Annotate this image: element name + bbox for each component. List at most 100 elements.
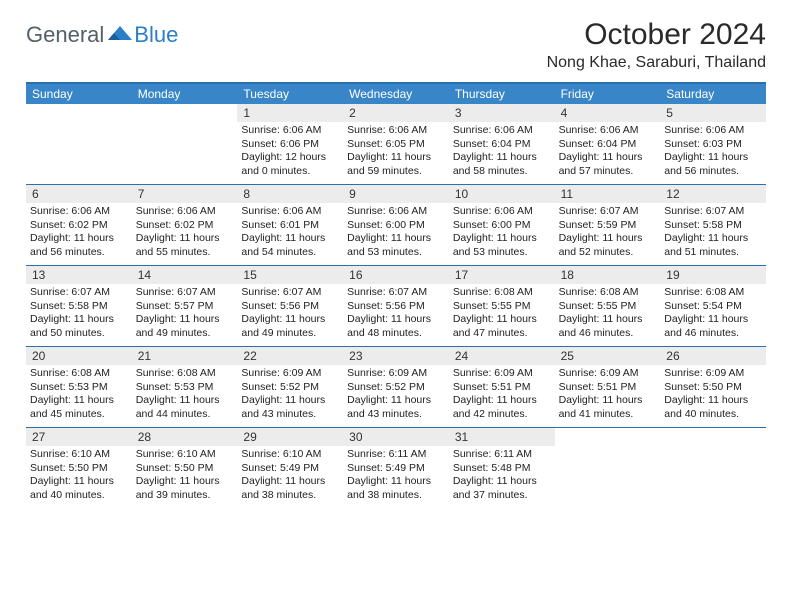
day-details: Sunrise: 6:06 AMSunset: 6:00 PMDaylight:… (449, 203, 555, 264)
day-number: 31 (449, 428, 555, 446)
sunrise-text: Sunrise: 6:09 AM (664, 367, 762, 381)
day-details: Sunrise: 6:09 AMSunset: 5:51 PMDaylight:… (449, 365, 555, 426)
sunset-text: Sunset: 5:50 PM (136, 462, 234, 476)
day-cell: 17Sunrise: 6:08 AMSunset: 5:55 PMDayligh… (449, 266, 555, 346)
sunset-text: Sunset: 5:55 PM (453, 300, 551, 314)
daylight-text: Daylight: 11 hours and 39 minutes. (136, 475, 234, 502)
sunrise-text: Sunrise: 6:06 AM (453, 124, 551, 138)
sunset-text: Sunset: 6:04 PM (559, 138, 657, 152)
sunset-text: Sunset: 5:56 PM (347, 300, 445, 314)
day-details: Sunrise: 6:07 AMSunset: 5:56 PMDaylight:… (343, 284, 449, 345)
sunset-text: Sunset: 5:50 PM (30, 462, 128, 476)
day-cell (555, 428, 661, 508)
sunset-text: Sunset: 5:52 PM (347, 381, 445, 395)
day-number: 18 (555, 266, 661, 284)
day-number: 21 (132, 347, 238, 365)
day-cell: 11Sunrise: 6:07 AMSunset: 5:59 PMDayligh… (555, 185, 661, 265)
daylight-text: Daylight: 11 hours and 50 minutes. (30, 313, 128, 340)
week-row: 6Sunrise: 6:06 AMSunset: 6:02 PMDaylight… (26, 184, 766, 265)
day-number: 30 (343, 428, 449, 446)
sunrise-text: Sunrise: 6:06 AM (241, 124, 339, 138)
day-details: Sunrise: 6:08 AMSunset: 5:53 PMDaylight:… (132, 365, 238, 426)
sunset-text: Sunset: 5:58 PM (30, 300, 128, 314)
sunset-text: Sunset: 5:58 PM (664, 219, 762, 233)
location-subtitle: Nong Khae, Saraburi, Thailand (547, 54, 766, 72)
sunrise-text: Sunrise: 6:08 AM (136, 367, 234, 381)
daylight-text: Daylight: 11 hours and 44 minutes. (136, 394, 234, 421)
sunset-text: Sunset: 5:59 PM (559, 219, 657, 233)
sunrise-text: Sunrise: 6:07 AM (664, 205, 762, 219)
day-number: 12 (660, 185, 766, 203)
sunrise-text: Sunrise: 6:06 AM (347, 124, 445, 138)
day-number: 22 (237, 347, 343, 365)
day-number: 2 (343, 104, 449, 122)
day-details: Sunrise: 6:08 AMSunset: 5:55 PMDaylight:… (449, 284, 555, 345)
day-details: Sunrise: 6:08 AMSunset: 5:55 PMDaylight:… (555, 284, 661, 345)
day-number: 20 (26, 347, 132, 365)
weekday-header: Saturday (660, 84, 766, 104)
day-number: 10 (449, 185, 555, 203)
day-details: Sunrise: 6:06 AMSunset: 6:06 PMDaylight:… (237, 122, 343, 183)
day-details: Sunrise: 6:06 AMSunset: 6:02 PMDaylight:… (26, 203, 132, 264)
sunrise-text: Sunrise: 6:07 AM (136, 286, 234, 300)
sunset-text: Sunset: 5:53 PM (30, 381, 128, 395)
week-row: 20Sunrise: 6:08 AMSunset: 5:53 PMDayligh… (26, 346, 766, 427)
daylight-text: Daylight: 11 hours and 58 minutes. (453, 151, 551, 178)
daylight-text: Daylight: 11 hours and 59 minutes. (347, 151, 445, 178)
day-details: Sunrise: 6:09 AMSunset: 5:51 PMDaylight:… (555, 365, 661, 426)
day-number: 25 (555, 347, 661, 365)
daylight-text: Daylight: 11 hours and 57 minutes. (559, 151, 657, 178)
brand-blue: Blue (134, 22, 178, 48)
sunset-text: Sunset: 6:05 PM (347, 138, 445, 152)
daylight-text: Daylight: 11 hours and 47 minutes. (453, 313, 551, 340)
day-cell: 8Sunrise: 6:06 AMSunset: 6:01 PMDaylight… (237, 185, 343, 265)
day-cell: 20Sunrise: 6:08 AMSunset: 5:53 PMDayligh… (26, 347, 132, 427)
day-cell: 12 Sunrise: 6:07 AMSunset: 5:58 PMDayligh… (660, 185, 766, 265)
sunset-text: Sunset: 5:54 PM (664, 300, 762, 314)
day-number: 14 (132, 266, 238, 284)
day-number: 29 (237, 428, 343, 446)
day-details: Sunrise: 6:07 AMSunset: 5:56 PMDaylight:… (237, 284, 343, 345)
sunrise-text: Sunrise: 6:08 AM (453, 286, 551, 300)
weekday-header: Sunday (26, 84, 132, 104)
daylight-text: Daylight: 11 hours and 54 minutes. (241, 232, 339, 259)
sunrise-text: Sunrise: 6:06 AM (664, 124, 762, 138)
brand-triangle-icon (108, 24, 132, 47)
day-number: 1 (237, 104, 343, 122)
day-number: 13 (26, 266, 132, 284)
day-cell: 13Sunrise: 6:07 AMSunset: 5:58 PMDayligh… (26, 266, 132, 346)
day-cell: 14Sunrise: 6:07 AMSunset: 5:57 PMDayligh… (132, 266, 238, 346)
daylight-text: Daylight: 12 hours and 0 minutes. (241, 151, 339, 178)
weekday-header: Monday (132, 84, 238, 104)
day-cell (132, 104, 238, 184)
day-number: 16 (343, 266, 449, 284)
daylight-text: Daylight: 11 hours and 48 minutes. (347, 313, 445, 340)
sunset-text: Sunset: 5:56 PM (241, 300, 339, 314)
day-number: 11 (555, 185, 661, 203)
day-number: 7 (132, 185, 238, 203)
sunrise-text: Sunrise: 6:11 AM (347, 448, 445, 462)
sunrise-text: Sunrise: 6:10 AM (241, 448, 339, 462)
brand-general: General (26, 22, 104, 48)
sunset-text: Sunset: 5:50 PM (664, 381, 762, 395)
sunset-text: Sunset: 5:51 PM (453, 381, 551, 395)
day-cell: 16Sunrise: 6:07 AMSunset: 5:56 PMDayligh… (343, 266, 449, 346)
day-cell: 30Sunrise: 6:11 AMSunset: 5:49 PMDayligh… (343, 428, 449, 508)
day-cell: 9Sunrise: 6:06 AMSunset: 6:00 PMDaylight… (343, 185, 449, 265)
daylight-text: Daylight: 11 hours and 45 minutes. (30, 394, 128, 421)
day-cell: 25Sunrise: 6:09 AMSunset: 5:51 PMDayligh… (555, 347, 661, 427)
daylight-text: Daylight: 11 hours and 42 minutes. (453, 394, 551, 421)
day-cell: 19Sunrise: 6:08 AMSunset: 5:54 PMDayligh… (660, 266, 766, 346)
week-row: 13Sunrise: 6:07 AMSunset: 5:58 PMDayligh… (26, 265, 766, 346)
sunrise-text: Sunrise: 6:08 AM (664, 286, 762, 300)
calendar-weeks: 1Sunrise: 6:06 AMSunset: 6:06 PMDaylight… (26, 104, 766, 508)
sunrise-text: Sunrise: 6:10 AM (30, 448, 128, 462)
day-details: Sunrise: 6:06 AMSunset: 6:02 PMDaylight:… (132, 203, 238, 264)
day-cell: 10Sunrise: 6:06 AMSunset: 6:00 PMDayligh… (449, 185, 555, 265)
day-cell: 7Sunrise: 6:06 AMSunset: 6:02 PMDaylight… (132, 185, 238, 265)
daylight-text: Daylight: 11 hours and 51 minutes. (664, 232, 762, 259)
day-cell: 26Sunrise: 6:09 AMSunset: 5:50 PMDayligh… (660, 347, 766, 427)
day-cell: 6Sunrise: 6:06 AMSunset: 6:02 PMDaylight… (26, 185, 132, 265)
day-details: Sunrise: 6:08 AMSunset: 5:53 PMDaylight:… (26, 365, 132, 426)
day-details: Sunrise: 6:06 AMSunset: 6:04 PMDaylight:… (555, 122, 661, 183)
